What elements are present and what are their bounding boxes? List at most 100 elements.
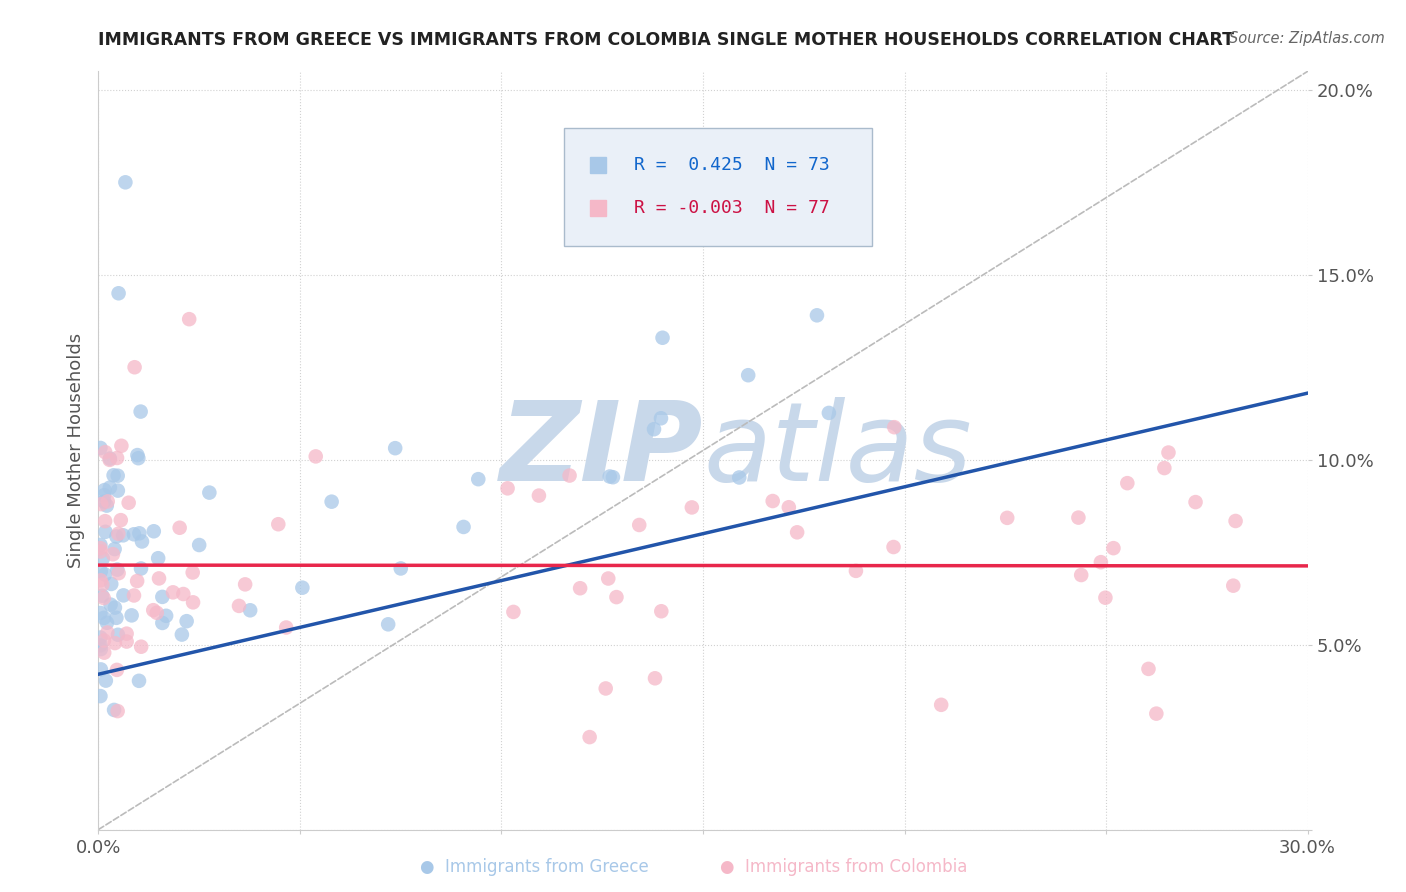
Point — [89, 606, 111, 620]
Y-axis label: Single Mother Households: Single Mother Households — [66, 333, 84, 568]
Point — [93, 646, 115, 660]
Point — [150, 590, 173, 604]
Point — [98, 481, 121, 495]
Point — [1184, 495, 1206, 509]
Point — [377, 617, 399, 632]
Point — [181, 566, 204, 580]
Point — [179, 312, 201, 326]
Point — [104, 542, 127, 557]
Point — [233, 577, 256, 591]
Point — [122, 589, 145, 603]
Point — [155, 608, 177, 623]
Point — [91, 551, 114, 566]
Point — [98, 453, 121, 467]
Point — [762, 494, 785, 508]
Point — [453, 520, 475, 534]
Point — [1067, 510, 1090, 524]
Point — [112, 588, 135, 602]
Text: R =  0.425  N = 73: R = 0.425 N = 73 — [634, 155, 830, 174]
Point — [93, 494, 115, 508]
Point — [129, 561, 152, 575]
Point — [127, 448, 149, 462]
Point — [89, 441, 111, 455]
Point — [728, 470, 751, 484]
Point — [94, 514, 117, 528]
Point — [146, 551, 169, 566]
Point — [1094, 591, 1116, 605]
Point — [105, 663, 128, 677]
Point — [101, 547, 124, 561]
Point — [89, 639, 111, 653]
Point — [644, 671, 666, 685]
Point — [112, 528, 135, 542]
Point — [127, 574, 149, 588]
Point — [170, 627, 193, 641]
Point — [172, 587, 194, 601]
Point — [89, 544, 111, 558]
Text: ZIP: ZIP — [499, 397, 703, 504]
Point — [127, 451, 149, 466]
Point — [90, 642, 112, 657]
Point — [595, 681, 617, 696]
Point — [105, 611, 128, 625]
Point — [148, 571, 170, 585]
Point — [602, 470, 624, 484]
Point — [89, 538, 111, 552]
Point — [98, 451, 121, 466]
Point — [384, 441, 406, 455]
Point — [93, 591, 115, 605]
Point — [90, 565, 112, 579]
Point — [929, 698, 952, 712]
Point — [142, 524, 165, 539]
Point — [107, 286, 129, 301]
Point — [128, 673, 150, 688]
Point — [96, 499, 118, 513]
Point — [786, 525, 808, 540]
Point — [305, 450, 328, 464]
Point — [883, 420, 905, 434]
Point — [599, 469, 621, 483]
Point — [643, 422, 665, 436]
Point — [778, 500, 800, 515]
Point — [650, 411, 672, 425]
Point — [883, 540, 905, 554]
Point — [806, 308, 828, 322]
Point — [169, 521, 191, 535]
Point — [93, 611, 115, 625]
Point — [105, 563, 128, 577]
Point — [496, 481, 519, 495]
Point — [578, 730, 600, 744]
Point — [91, 577, 114, 591]
Point — [176, 614, 198, 628]
Point — [845, 564, 868, 578]
Point — [651, 331, 673, 345]
Point — [181, 595, 204, 609]
Point — [122, 527, 145, 541]
Point — [110, 439, 132, 453]
Point — [1222, 579, 1244, 593]
Point — [107, 704, 129, 718]
Point — [558, 468, 581, 483]
Point — [605, 590, 627, 604]
Point — [1157, 445, 1180, 459]
Point — [1144, 706, 1167, 721]
Point — [598, 572, 620, 586]
Point — [267, 517, 290, 532]
Point — [146, 606, 169, 620]
Point — [90, 497, 112, 511]
Point — [321, 494, 343, 508]
Point — [129, 640, 152, 654]
Point — [104, 636, 127, 650]
Point — [198, 485, 221, 500]
Point — [129, 404, 152, 418]
Text: IMMIGRANTS FROM GREECE VS IMMIGRANTS FROM COLOMBIA SINGLE MOTHER HOUSEHOLDS CORR: IMMIGRANTS FROM GREECE VS IMMIGRANTS FRO… — [98, 31, 1234, 49]
Point — [527, 489, 550, 503]
Point — [188, 538, 211, 552]
Point — [90, 662, 112, 676]
Point — [818, 406, 841, 420]
Point — [104, 600, 127, 615]
Point — [569, 581, 592, 595]
Point — [107, 526, 129, 541]
Point — [105, 450, 128, 465]
Point — [124, 360, 146, 375]
